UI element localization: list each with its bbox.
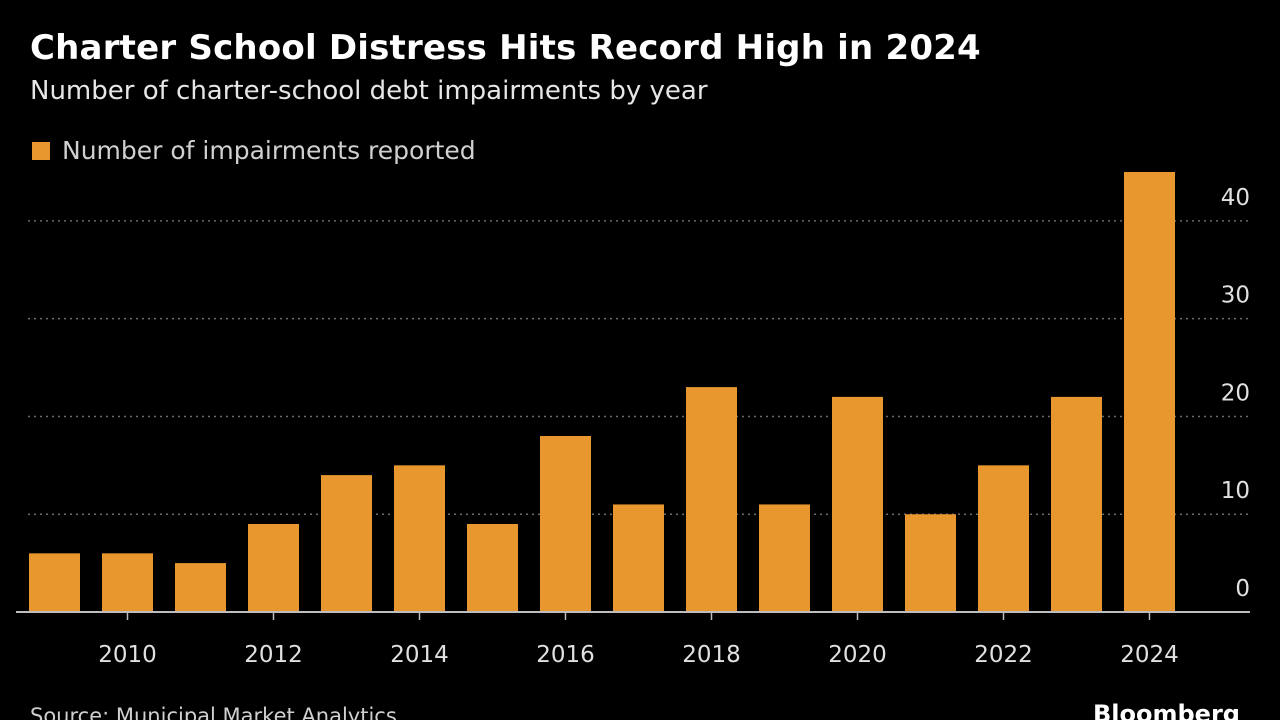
y-axis-ticks: 0 10 20 30 40 — [1221, 185, 1250, 602]
bar-2018 — [686, 387, 737, 612]
chart-title: Charter School Distress Hits Record High… — [30, 28, 981, 68]
bar-2021 — [905, 514, 956, 612]
x-tick-label: 2012 — [244, 642, 303, 668]
x-tick-label: 2018 — [682, 642, 741, 668]
bar-2012 — [248, 524, 299, 612]
x-tick-label: 2010 — [98, 642, 157, 668]
bar-2020 — [832, 396, 883, 612]
bar-2013 — [321, 475, 372, 612]
bar-2011 — [175, 563, 226, 612]
chart-legend: Number of impairments reported — [32, 136, 476, 165]
bar-2016 — [540, 436, 591, 612]
x-axis-ticks: 2010 2012 2014 2016 2018 2020 2022 2024 — [98, 612, 1179, 668]
bar-2010 — [102, 553, 153, 612]
bloomberg-logo: Bloomberg — [1093, 700, 1240, 720]
legend-label: Number of impairments reported — [62, 136, 476, 165]
bar-2022 — [978, 465, 1029, 612]
bar-2023 — [1051, 396, 1102, 612]
y-tick-label: 20 — [1221, 380, 1250, 406]
bar-2024 — [1124, 172, 1175, 612]
x-tick-label: 2016 — [536, 642, 595, 668]
x-tick-label: 2024 — [1120, 642, 1179, 668]
y-tick-label: 30 — [1221, 283, 1250, 309]
legend-swatch — [32, 141, 50, 160]
y-tick-label: 40 — [1221, 185, 1250, 211]
bar-2017 — [613, 504, 664, 612]
source-note: Source: Municipal Market Analytics — [30, 704, 397, 720]
x-tick-label: 2020 — [828, 642, 887, 668]
y-tick-label: 10 — [1221, 478, 1250, 504]
chart-subtitle: Number of charter-school debt impairment… — [30, 76, 708, 106]
bar-2015 — [467, 524, 518, 612]
bars — [29, 172, 1175, 612]
bar-2019 — [759, 504, 810, 612]
bar-2009 — [29, 553, 80, 612]
x-tick-label: 2014 — [390, 642, 449, 668]
y-tick-label: 0 — [1235, 576, 1250, 602]
bar-2014 — [394, 465, 445, 612]
x-tick-label: 2022 — [974, 642, 1033, 668]
